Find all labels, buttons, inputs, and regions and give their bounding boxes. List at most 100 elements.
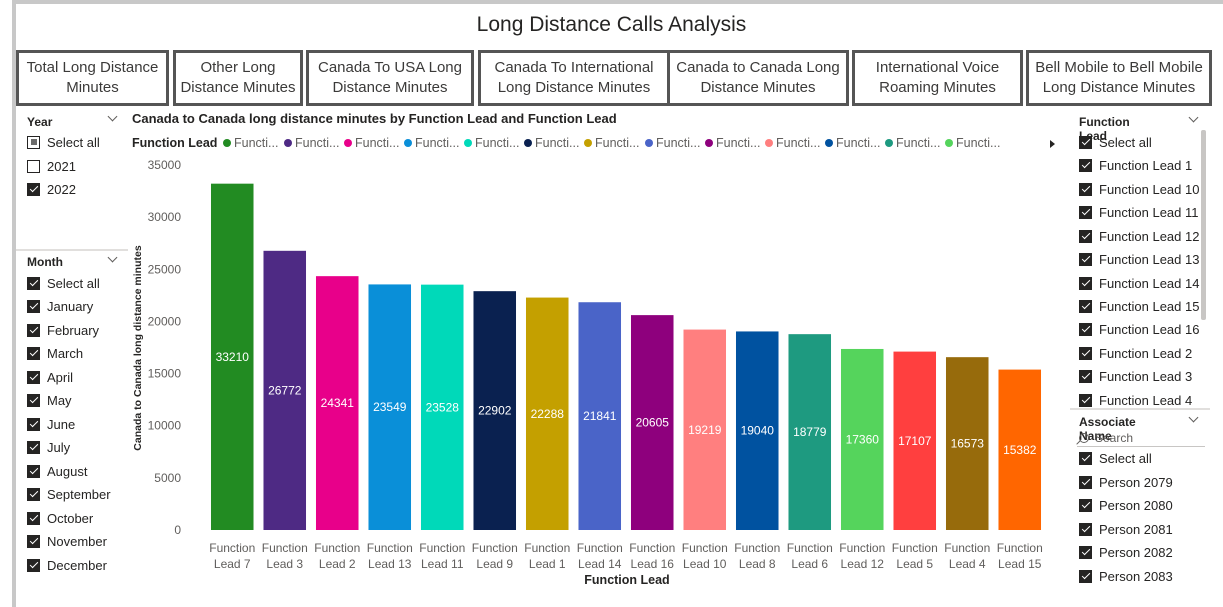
function-lead-option[interactable]: Function Lead 14	[1079, 273, 1199, 293]
checkbox-icon[interactable]	[27, 464, 40, 478]
checkbox-icon[interactable]	[1079, 451, 1092, 465]
bar[interactable]	[210, 183, 254, 530]
bar[interactable]	[578, 302, 622, 530]
bar[interactable]	[998, 369, 1042, 530]
bar[interactable]	[735, 331, 779, 530]
checkbox-icon[interactable]	[1079, 252, 1092, 266]
year-option-select-all[interactable]: Select all	[27, 132, 100, 152]
month-option-october[interactable]: October	[27, 508, 93, 528]
month-option-december[interactable]: December	[27, 555, 107, 575]
associate-option[interactable]: Person 2080	[1079, 495, 1173, 515]
associate-option[interactable]: Person 2082	[1079, 542, 1173, 562]
bar[interactable]	[630, 315, 674, 530]
legend-item[interactable]: Functi...	[524, 136, 579, 150]
checkbox-icon[interactable]	[1079, 276, 1092, 290]
legend-item[interactable]: Functi...	[645, 136, 700, 150]
function-lead-option[interactable]: Function Lead 11	[1079, 202, 1199, 222]
checkbox-icon[interactable]	[1079, 393, 1092, 407]
month-option-may[interactable]: May	[27, 390, 72, 410]
function-lead-option[interactable]: Function Lead 3	[1079, 366, 1192, 386]
checkbox-icon[interactable]	[1079, 569, 1092, 583]
checkbox-icon[interactable]	[1079, 369, 1092, 383]
bar[interactable]	[368, 284, 412, 530]
checkbox-icon[interactable]	[1079, 346, 1092, 360]
checkbox-icon[interactable]	[27, 159, 40, 173]
month-option-august[interactable]: August	[27, 461, 87, 481]
function-lead-option[interactable]: Function Lead 2	[1079, 343, 1192, 363]
card-canada-to-international[interactable]: Canada To International Long Distance Min…	[478, 50, 670, 106]
month-option-june[interactable]: June	[27, 414, 75, 434]
card-bell-mobile[interactable]: Bell Mobile to Bell Mobile Long Distance …	[1026, 50, 1212, 106]
checkbox-icon[interactable]	[1079, 299, 1092, 313]
checkbox-icon[interactable]	[27, 346, 40, 360]
associate-option[interactable]: Person 2083	[1079, 566, 1173, 586]
legend-item[interactable]: Functi...	[284, 136, 339, 150]
checkbox-icon[interactable]	[27, 135, 40, 149]
function-lead-option[interactable]: Function Lead 10	[1079, 179, 1199, 199]
legend-item[interactable]: Functi...	[464, 136, 519, 150]
checkbox-icon[interactable]	[27, 487, 40, 501]
card-total-long-distance[interactable]: Total Long Distance Minutes	[16, 50, 169, 106]
checkbox-icon[interactable]	[27, 534, 40, 548]
month-option-september[interactable]: September	[27, 484, 111, 504]
checkbox-icon[interactable]	[27, 299, 40, 313]
legend-item[interactable]: Functi...	[765, 136, 820, 150]
checkbox-icon[interactable]	[27, 417, 40, 431]
card-canada-to-canada[interactable]: Canada to Canada Long Distance Minutes	[667, 50, 849, 106]
function-lead-option[interactable]: Function Lead 4	[1079, 390, 1192, 410]
checkbox-icon[interactable]	[1079, 545, 1092, 559]
checkbox-icon[interactable]	[27, 182, 40, 196]
bar[interactable]	[525, 297, 569, 530]
function-lead-option[interactable]: Select all	[1079, 132, 1152, 152]
checkbox-icon[interactable]	[1079, 498, 1092, 512]
legend-item[interactable]: Functi...	[825, 136, 880, 150]
bar[interactable]	[840, 348, 884, 530]
function-lead-option[interactable]: Function Lead 12	[1079, 226, 1199, 246]
legend-item[interactable]: Functi...	[223, 136, 278, 150]
legend-item[interactable]: Functi...	[584, 136, 639, 150]
legend-item[interactable]: Functi...	[705, 136, 760, 150]
month-option-november[interactable]: November	[27, 531, 107, 551]
month-option-april[interactable]: April	[27, 367, 73, 387]
legend-item[interactable]: Functi...	[945, 136, 1000, 150]
checkbox-icon[interactable]	[27, 511, 40, 525]
associate-search-input[interactable]: Search	[1077, 429, 1205, 447]
chevron-down-icon[interactable]	[1188, 412, 1199, 423]
month-option-july[interactable]: July	[27, 437, 70, 457]
checkbox-icon[interactable]	[1079, 322, 1092, 336]
bar[interactable]	[420, 284, 464, 530]
card-other-long-distance[interactable]: Other Long Distance Minutes	[173, 50, 303, 106]
bar[interactable]	[263, 250, 307, 531]
checkbox-icon[interactable]	[27, 323, 40, 337]
checkbox-icon[interactable]	[1079, 475, 1092, 489]
bar[interactable]	[315, 276, 359, 530]
year-option-2021[interactable]: 2021	[27, 156, 76, 176]
function-lead-scrollbar[interactable]	[1201, 130, 1206, 320]
legend-next-arrow-icon[interactable]	[1050, 140, 1055, 148]
checkbox-icon[interactable]	[1079, 135, 1092, 149]
card-international-roaming[interactable]: International Voice Roaming Minutes	[852, 50, 1023, 106]
checkbox-icon[interactable]	[1079, 182, 1092, 196]
function-lead-option[interactable]: Function Lead 13	[1079, 249, 1199, 269]
function-lead-option[interactable]: Function Lead 1	[1079, 155, 1192, 175]
checkbox-icon[interactable]	[27, 440, 40, 454]
legend-item[interactable]: Functi...	[344, 136, 399, 150]
checkbox-icon[interactable]	[1079, 205, 1092, 219]
card-canada-to-usa[interactable]: Canada To USA Long Distance Minutes	[306, 50, 474, 106]
function-lead-option[interactable]: Function Lead 15	[1079, 296, 1199, 316]
checkbox-icon[interactable]	[27, 558, 40, 572]
chevron-down-icon[interactable]	[107, 111, 118, 122]
month-option-february[interactable]: February	[27, 320, 99, 340]
checkbox-icon[interactable]	[27, 276, 40, 290]
bar[interactable]	[788, 334, 832, 530]
checkbox-icon[interactable]	[27, 393, 40, 407]
associate-option[interactable]: Select all	[1079, 448, 1152, 468]
function-lead-option[interactable]: Function Lead 16	[1079, 319, 1199, 339]
bar[interactable]	[893, 351, 937, 530]
month-option-select-all[interactable]: Select all	[27, 273, 100, 293]
month-option-january[interactable]: January	[27, 296, 93, 316]
checkbox-icon[interactable]	[27, 370, 40, 384]
year-option-2022[interactable]: 2022	[27, 179, 76, 199]
legend-item[interactable]: Functi...	[885, 136, 940, 150]
associate-option[interactable]: Person 2079	[1079, 472, 1173, 492]
